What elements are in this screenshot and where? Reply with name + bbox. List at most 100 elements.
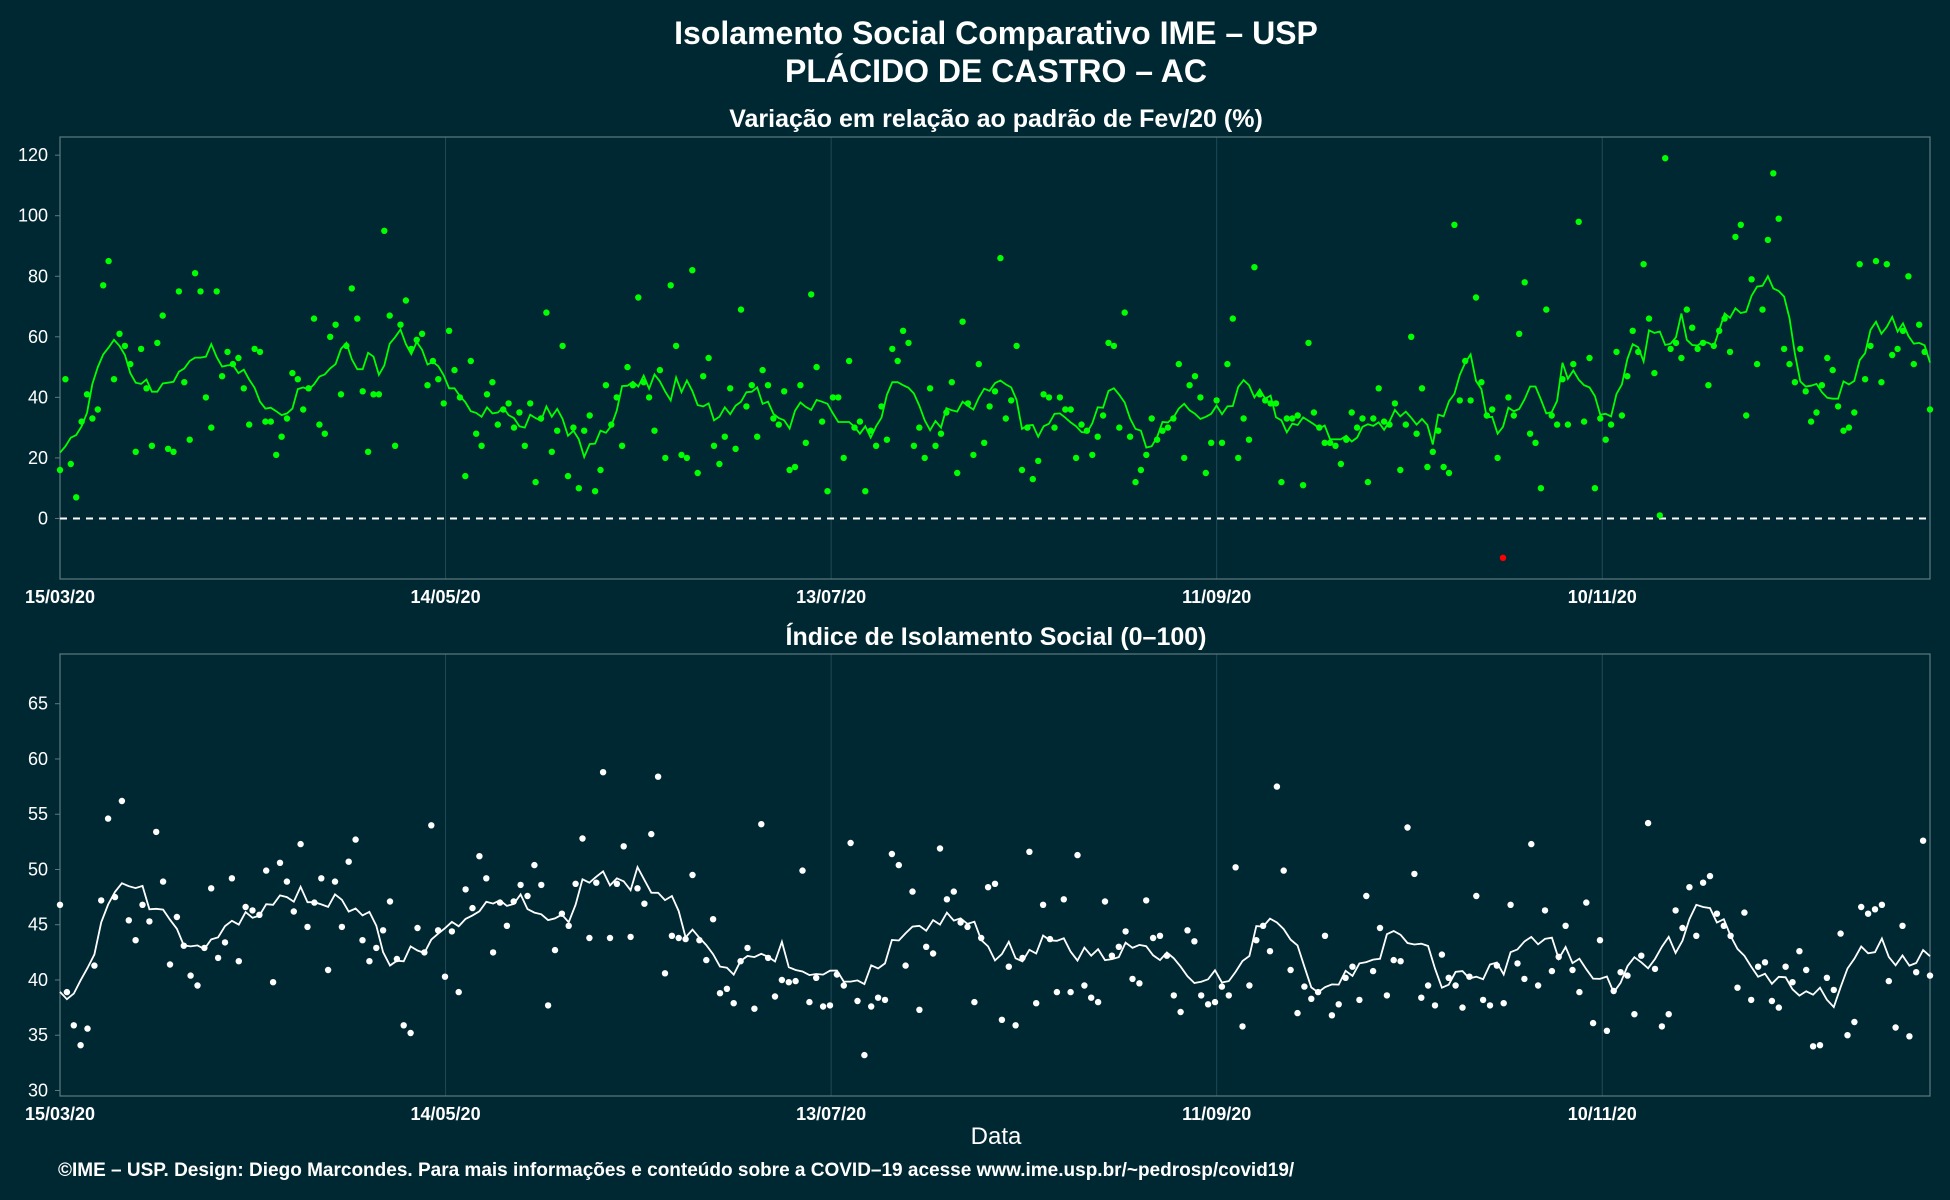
data-point: [1753, 360, 1761, 368]
data-point: [56, 466, 64, 474]
data-point: [1493, 962, 1501, 969]
data-point: [1386, 421, 1393, 428]
data-point: [428, 822, 435, 829]
data-point: [703, 956, 710, 964]
data-point: [1380, 418, 1388, 425]
data-point: [905, 339, 912, 347]
data-point: [1472, 294, 1480, 301]
data-point: [121, 342, 129, 350]
data-point: [629, 382, 637, 389]
data-point: [1053, 988, 1061, 996]
data-point: [1478, 379, 1485, 386]
data-point: [829, 394, 837, 401]
data-point: [743, 403, 750, 410]
data-point: [448, 928, 456, 935]
data-point: [1607, 421, 1615, 428]
data-point: [1039, 901, 1047, 908]
data-point: [667, 282, 674, 289]
data-point: [500, 406, 507, 413]
data-point: [1534, 982, 1542, 989]
data-point: [1734, 984, 1741, 991]
data-point: [440, 400, 447, 407]
data-point: [510, 424, 518, 431]
data-point: [1253, 937, 1260, 944]
data-point: [1002, 415, 1009, 422]
data-point: [469, 904, 476, 912]
data-point: [932, 442, 939, 449]
data-point: [1159, 427, 1166, 434]
data-point: [689, 267, 696, 274]
data-point: [214, 954, 222, 962]
data-point: [1143, 897, 1150, 904]
data-point: [154, 339, 161, 347]
data-point: [957, 919, 964, 926]
data-point: [675, 934, 682, 942]
x-tick-label: 14/05/20: [411, 1104, 481, 1124]
data-point: [105, 257, 112, 265]
data-point: [1251, 264, 1258, 271]
data-point: [462, 886, 469, 893]
data-point: [700, 373, 707, 380]
data-point: [786, 466, 793, 474]
data-point: [818, 418, 826, 425]
data-point: [89, 415, 96, 422]
data-point: [407, 1029, 414, 1037]
data-point: [170, 448, 177, 455]
x-axis-label: Data: [971, 1123, 1022, 1150]
data-point: [1321, 439, 1328, 446]
data-point: [1710, 342, 1718, 350]
data-point: [521, 442, 528, 449]
data-point: [797, 382, 804, 389]
data-point: [799, 867, 806, 874]
data-point: [104, 815, 112, 822]
data-point: [242, 903, 249, 911]
data-point: [1033, 1000, 1040, 1007]
data-point: [1473, 892, 1480, 900]
data-point: [1051, 424, 1058, 431]
data-point: [1459, 1004, 1466, 1011]
y-tick-label: 55: [28, 804, 48, 824]
data-point: [1229, 315, 1237, 322]
data-point: [1225, 992, 1233, 999]
data-point: [1617, 969, 1624, 976]
data-point: [1108, 952, 1116, 959]
data-point: [599, 769, 607, 776]
data-point: [304, 923, 311, 931]
data-point: [1916, 321, 1923, 328]
data-point: [143, 385, 150, 392]
data-point: [579, 835, 586, 842]
data-point: [1383, 992, 1391, 999]
data-point: [1851, 1018, 1858, 1026]
data-point: [186, 436, 193, 443]
bottom-panel: 15/03/20 14/05/20 13/07/20 11/09/20 10/11/20…: [25, 653, 1934, 1124]
data-point: [1289, 415, 1296, 422]
data-point: [575, 485, 582, 492]
data-point: [1528, 840, 1535, 848]
data-point: [581, 427, 588, 434]
data-point: [1635, 348, 1642, 356]
data-point: [1218, 983, 1226, 990]
data-point: [1906, 1033, 1913, 1040]
data-point: [462, 472, 469, 480]
data-point: [91, 962, 98, 969]
x-tick-label: 13/07/20: [796, 1104, 866, 1124]
data-point: [1813, 409, 1820, 416]
data-point: [1418, 994, 1425, 1001]
data-point: [1337, 460, 1345, 468]
data-point: [727, 385, 734, 392]
data-point: [366, 958, 373, 965]
x-tick-label: 10/11/20: [1568, 1104, 1637, 1124]
data-point: [1631, 1011, 1638, 1018]
data-point: [1791, 379, 1799, 386]
data-point: [888, 850, 896, 858]
data-point: [559, 342, 566, 350]
data-point: [723, 985, 731, 992]
data-point: [678, 451, 685, 459]
data-point: [1438, 951, 1446, 958]
data-point: [1056, 394, 1064, 401]
data-point: [1202, 469, 1210, 477]
data-point: [868, 1003, 875, 1010]
data-point: [1878, 379, 1885, 386]
y-tick-label: 40: [28, 970, 48, 990]
data-point: [696, 937, 703, 944]
